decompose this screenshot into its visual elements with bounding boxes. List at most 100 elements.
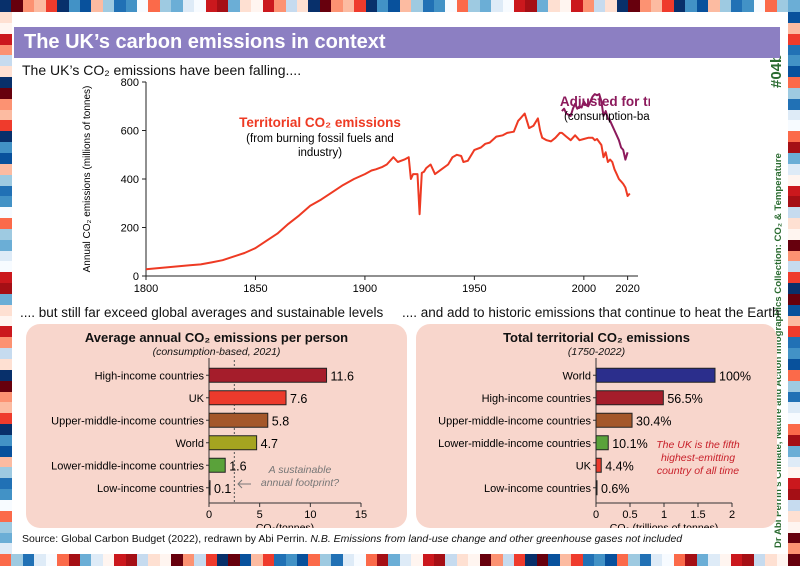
bar xyxy=(595,435,609,451)
line-chart: 0 200 400 600 800 1800 1850 1900 1950 2000 2020 Ann… xyxy=(82,77,650,295)
warming-stripe xyxy=(0,163,12,175)
warming-stripe xyxy=(0,434,12,446)
warming-stripe xyxy=(628,554,640,566)
warming-stripe xyxy=(605,554,617,566)
warming-stripe xyxy=(148,554,160,566)
value-label: 0.1 xyxy=(214,482,231,496)
warming-stripe xyxy=(742,0,754,12)
warming-stripe xyxy=(0,185,12,197)
warming-stripe xyxy=(582,554,594,566)
warming-stripe xyxy=(0,77,12,88)
y-tick-label: 400 xyxy=(121,174,139,186)
warming-stripe xyxy=(308,0,320,12)
warming-stripe xyxy=(788,293,800,305)
category-label: UK xyxy=(576,460,592,472)
warming-stripe xyxy=(776,0,789,12)
warming-stripe xyxy=(593,554,606,566)
warming-stripe xyxy=(342,554,355,566)
note-line3: country of all time xyxy=(657,465,739,477)
warming-stripe xyxy=(788,196,800,208)
warming-stripe xyxy=(262,0,275,12)
warming-stripe xyxy=(239,0,252,12)
warming-stripe xyxy=(639,0,652,12)
warming-stripe xyxy=(662,554,674,566)
warming-stripe xyxy=(0,142,12,153)
warming-stripe xyxy=(605,0,617,12)
warming-stripe xyxy=(788,261,800,273)
warming-stripe xyxy=(788,272,800,284)
total-emissions-subtitle: (1750-2022) xyxy=(567,346,626,358)
warming-stripe xyxy=(788,120,800,132)
warming-stripe xyxy=(491,554,503,566)
warming-stripe xyxy=(788,445,800,457)
warming-stripe xyxy=(399,554,412,566)
warming-stripe xyxy=(0,0,12,12)
warming-stripe xyxy=(0,521,12,533)
warming-stripe xyxy=(0,337,12,349)
warming-stripe xyxy=(34,554,46,566)
warming-stripe xyxy=(0,445,12,457)
warming-stripe xyxy=(788,369,800,381)
warming-stripe xyxy=(788,109,800,121)
warming-stripe xyxy=(422,554,435,566)
warming-stripe xyxy=(274,554,286,566)
total-emissions-title: Total territorial CO₂ emissions xyxy=(503,330,690,345)
bar xyxy=(208,480,211,496)
warming-stripe xyxy=(0,250,12,262)
warming-stripe xyxy=(788,283,800,294)
x-tick-label: 2000 xyxy=(572,283,596,295)
warming-stripe xyxy=(788,532,800,544)
warming-stripe xyxy=(0,228,12,240)
warming-stripe xyxy=(354,554,366,566)
warming-stripe xyxy=(159,554,172,566)
category-label: Lower-middle-income countries xyxy=(438,438,591,450)
warming-stripe xyxy=(788,521,800,533)
warming-stripe xyxy=(251,554,263,566)
warming-stripe xyxy=(788,22,800,34)
warming-stripe xyxy=(296,0,309,12)
warming-stripe xyxy=(673,0,686,12)
warming-stripe xyxy=(434,0,446,12)
warming-stripe xyxy=(228,0,240,12)
bar xyxy=(208,367,328,383)
annotation-line2: annual footprint? xyxy=(261,477,339,489)
trade-label: Adjusted for trade xyxy=(560,94,650,109)
territorial-label-line2: (from burning fossil fuels and xyxy=(246,133,394,145)
warming-stripe xyxy=(445,554,457,566)
side-caption: Dr Abi Perrin’s Climate, Nature and Acti… xyxy=(773,153,784,548)
x-tick-label: 15 xyxy=(355,509,367,521)
warming-stripe xyxy=(11,0,23,12)
warming-stripe xyxy=(456,0,469,12)
x-tick-label: 1800 xyxy=(134,283,158,295)
value-label: 4.4% xyxy=(605,459,634,473)
warming-stripe xyxy=(0,120,12,132)
warming-stripe xyxy=(171,0,183,12)
warming-stripe xyxy=(376,0,389,12)
warming-stripe xyxy=(788,142,800,153)
annotation-arrow xyxy=(237,479,251,489)
trade-label-line2: (consumption-based) xyxy=(564,111,650,123)
x-axis-label: CO₂ (trillions of tonnes) xyxy=(610,522,719,528)
warming-stripe xyxy=(731,554,743,566)
warming-stripe xyxy=(788,380,800,392)
category-label: Upper-middle-income countries xyxy=(51,415,204,427)
y-tick-label: 200 xyxy=(121,223,139,235)
warming-stripe xyxy=(0,44,12,56)
x-tick-label: 2 xyxy=(729,509,735,521)
heading-top: The UK’s CO₂ emissions have been falling… xyxy=(22,62,302,78)
warming-stripe xyxy=(788,402,800,414)
warming-stripe xyxy=(788,239,800,251)
warming-stripe xyxy=(685,554,697,566)
warming-stripe xyxy=(0,554,12,566)
warming-stripe xyxy=(228,554,240,566)
warming-stripe xyxy=(0,283,12,294)
warming-stripe xyxy=(0,424,12,435)
warming-stripe xyxy=(57,554,69,566)
warming-stripe xyxy=(788,359,800,370)
category-label: High-income countries xyxy=(95,370,205,382)
warming-stripe xyxy=(399,0,412,12)
warming-stripe xyxy=(788,218,800,229)
warming-stripe xyxy=(331,0,343,12)
warming-stripe xyxy=(788,499,800,511)
warming-stripe xyxy=(788,510,800,522)
